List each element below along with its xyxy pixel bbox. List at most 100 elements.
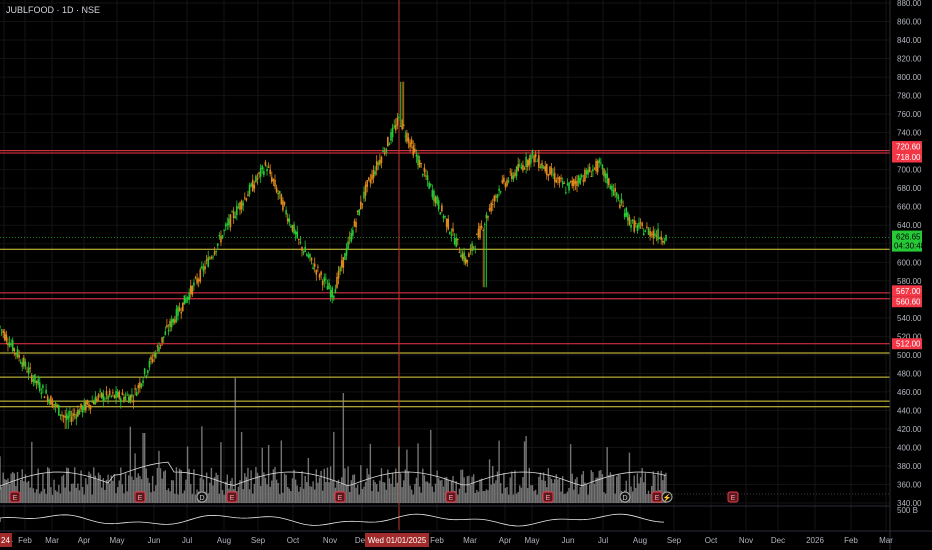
volume-bar [565,493,567,503]
volume-bar [374,482,376,503]
volume-bar [561,476,564,503]
candle-body [623,213,626,218]
price-level-tag[interactable] [892,285,922,297]
candle-body [169,320,171,327]
time-tick-label: Feb [430,536,444,545]
volume-bar [409,485,411,503]
volume-bar [298,491,300,503]
symbol-title[interactable]: JUBLFOOD · 1D · NSE [6,5,101,15]
candle-body [81,406,84,413]
candle-body [80,403,82,410]
candle-body [164,331,167,335]
price-level-tag[interactable] [892,296,922,308]
volume-bar [512,494,515,503]
volume-bar [522,477,524,503]
price-level-tag[interactable] [892,141,922,153]
earnings-marker[interactable]: E [134,491,146,503]
candle-body [188,293,190,301]
earnings-marker[interactable]: E [226,491,238,503]
volume-bar [434,483,437,503]
candle-body [86,400,89,405]
candle-body [598,159,601,163]
price-level-tag[interactable] [892,151,922,163]
candle-body [296,231,299,239]
candle-body [469,248,472,251]
candle-body [595,160,597,171]
candle-body [665,234,667,241]
earnings-marker[interactable]: E [445,491,457,503]
svg-text:E: E [230,495,235,502]
price-axis[interactable] [890,0,932,550]
dividend-marker[interactable]: D [196,491,208,503]
volume-bar [358,494,360,503]
candle-body [453,238,456,245]
price-level-tag[interactable] [892,338,922,350]
candle-body [414,148,416,153]
volume-bar [608,475,610,503]
volume-bar [226,474,228,503]
candle-body [625,207,628,217]
earnings-marker[interactable]: E [542,491,554,503]
volume-bar [102,478,105,503]
volume-bar [169,491,171,503]
volume-bar [417,443,419,503]
candle-body [215,250,217,253]
candle-body [455,237,457,247]
candle-body [636,224,639,232]
earnings-marker[interactable]: E [9,491,21,503]
earnings-marker[interactable]: E [651,491,663,503]
flash-icon[interactable]: ⚡ [661,491,673,503]
volume-bar [223,494,225,503]
candle-body [75,414,78,419]
volume-bar [83,494,85,503]
volume-bar [633,475,635,503]
dividend-marker[interactable]: D [619,491,631,503]
volume-bar [431,486,434,503]
candle-body [245,198,248,201]
candle-body [553,172,556,182]
candle-body [42,385,44,388]
candle-body [445,218,448,227]
volume-bar [245,476,248,503]
volume-bar [403,480,405,503]
candle-body [186,296,189,300]
earnings-marker[interactable]: E [334,491,346,503]
volume-bar [174,493,176,503]
volume-bar [329,466,332,503]
volume-bar [474,492,476,503]
candle-body [10,343,12,346]
candle-body [352,230,354,236]
volume-bar [407,471,410,503]
volume-bar [601,474,604,503]
candle-body [658,237,661,239]
candle-body [304,246,306,252]
candle-body [488,208,491,211]
candle-body [342,257,345,268]
candle-body [170,319,173,328]
candle-body [30,374,33,382]
volume-bar [118,480,120,503]
volume-bar [643,482,645,503]
price-tick-label: 800.00 [897,73,922,82]
candle-body [15,353,17,355]
volume-bar [252,493,254,503]
volume-bar [616,476,618,503]
candle-body [530,154,532,164]
candle-body [154,352,157,358]
volume-bar [395,468,397,503]
candle-body [283,202,286,205]
candle-body [83,402,86,410]
candle-body [229,214,232,228]
candle-body [150,356,152,360]
volume-bar [0,456,1,503]
candle-body [340,260,343,268]
candle-body [0,329,3,331]
candle-body [197,279,200,282]
volume-bar [415,477,418,503]
current-price-tag[interactable] [892,230,922,252]
earnings-marker[interactable]: E [727,491,739,503]
svg-text:D: D [199,495,204,502]
candle-body [158,347,160,352]
candle-body [102,393,105,402]
